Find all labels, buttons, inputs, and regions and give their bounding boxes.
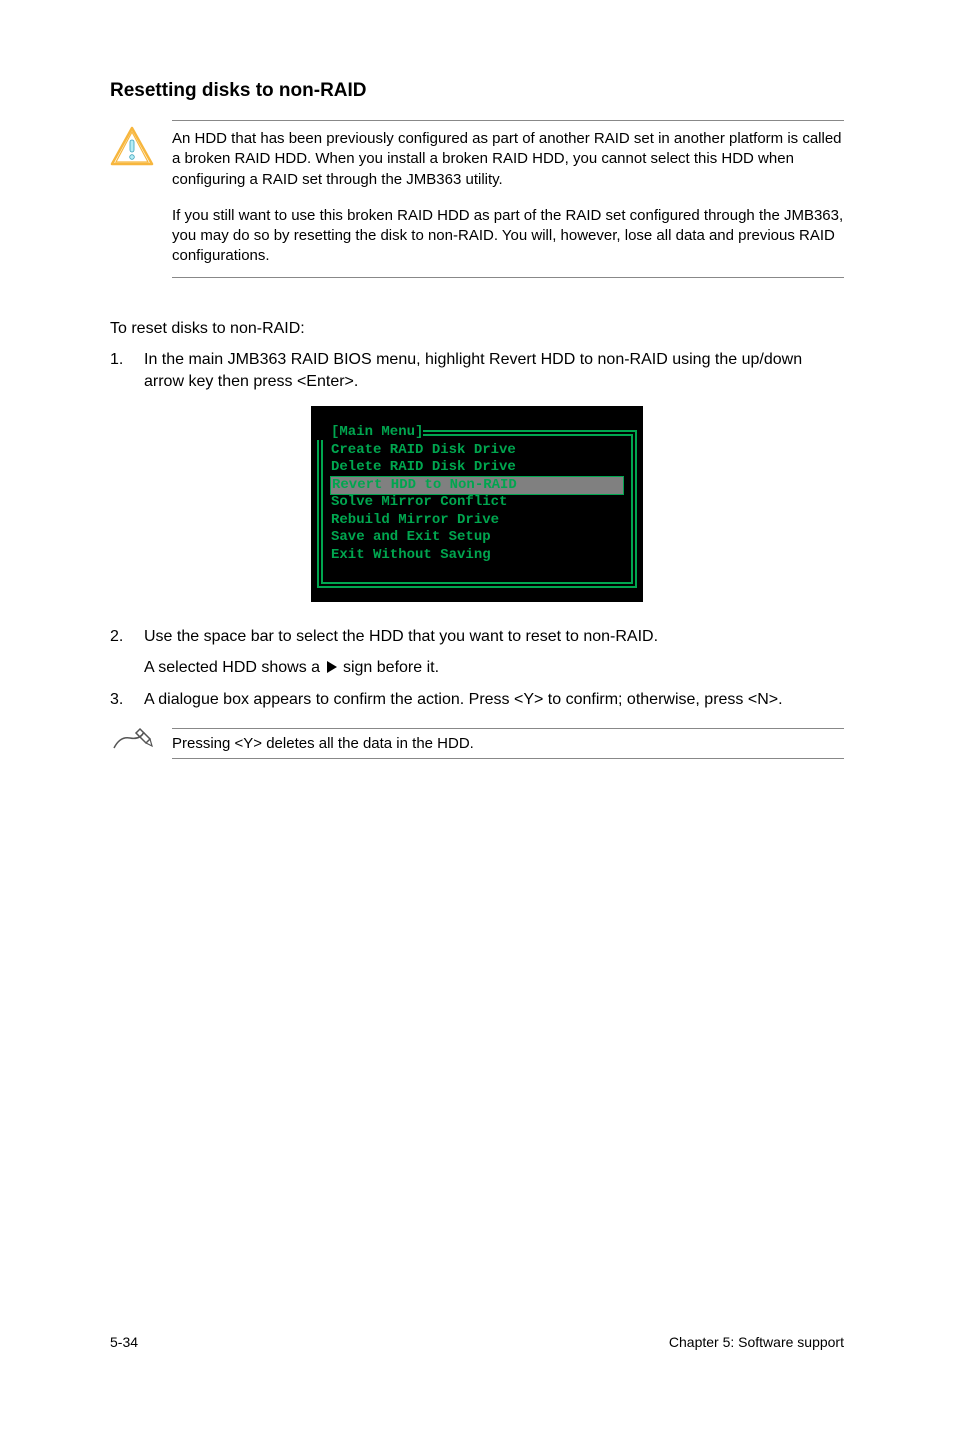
step-2-number: 2.	[110, 626, 144, 679]
bios-menu-outer-border: Create RAID Disk Drive Delete RAID Disk …	[317, 430, 637, 589]
footer-chapter: Chapter 5: Software support	[669, 1334, 844, 1350]
step-2-line-2b: sign before it.	[339, 659, 440, 676]
warning-block: An HDD that has been previously configur…	[110, 120, 844, 278]
step-2: 2. Use the space bar to select the HDD t…	[110, 626, 844, 679]
step-3-body: A dialogue box appears to confirm the ac…	[144, 689, 844, 711]
step-1-body: In the main JMB363 RAID BIOS menu, highl…	[144, 349, 844, 394]
step-1: 1. In the main JMB363 RAID BIOS menu, hi…	[110, 349, 844, 394]
footer-page-number: 5-34	[110, 1334, 138, 1350]
step-1-text: In the main JMB363 RAID BIOS menu, highl…	[144, 349, 844, 394]
warning-paragraph-1: An HDD that has been previously configur…	[172, 129, 844, 190]
bios-menu-title: [Main Menu]	[317, 424, 423, 440]
pencil-note-block: Pressing <Y> deletes all the data in the…	[110, 726, 844, 761]
step-2-line-1: Use the space bar to select the HDD that…	[144, 626, 844, 648]
menu-item-rebuild: Rebuild Mirror Drive	[331, 512, 623, 530]
intro-text: To reset disks to non-RAID:	[110, 318, 844, 340]
page-footer: 5-34 Chapter 5: Software support	[110, 1334, 844, 1350]
step-3-text: A dialogue box appears to confirm the ac…	[144, 689, 844, 711]
step-2-line-2a: A selected HDD shows a	[144, 659, 325, 676]
menu-item-revert-selected: Revert HDD to Non-RAID	[330, 476, 624, 496]
step-2-body: Use the space bar to select the HDD that…	[144, 626, 844, 679]
menu-item-save-exit: Save and Exit Setup	[331, 529, 623, 547]
bios-menu-inner: Create RAID Disk Drive Delete RAID Disk …	[321, 434, 633, 585]
warning-text: An HDD that has been previously configur…	[172, 120, 844, 278]
warning-paragraph-2: If you still want to use this broken RAI…	[172, 206, 844, 267]
menu-item-solve: Solve Mirror Conflict	[331, 494, 623, 512]
menu-item-exit-no-save: Exit Without Saving	[331, 547, 623, 565]
bios-menu: [Main Menu] Create RAID Disk Drive Delet…	[311, 406, 643, 603]
step-2-line-2: A selected HDD shows a sign before it.	[144, 657, 844, 679]
menu-item-create: Create RAID Disk Drive	[331, 442, 623, 460]
triangle-marker-icon	[327, 661, 337, 673]
section-heading: Resetting disks to non-RAID	[110, 80, 844, 102]
caution-triangle-icon	[110, 126, 154, 171]
step-3: 3. A dialogue box appears to confirm the…	[110, 689, 844, 711]
step-3-number: 3.	[110, 689, 144, 711]
menu-item-delete: Delete RAID Disk Drive	[331, 459, 623, 477]
step-1-number: 1.	[110, 349, 144, 394]
pencil-note-text: Pressing <Y> deletes all the data in the…	[172, 728, 844, 759]
pencil-note-icon	[110, 726, 154, 761]
page-content: Resetting disks to non-RAID An HDD that …	[0, 0, 954, 1380]
